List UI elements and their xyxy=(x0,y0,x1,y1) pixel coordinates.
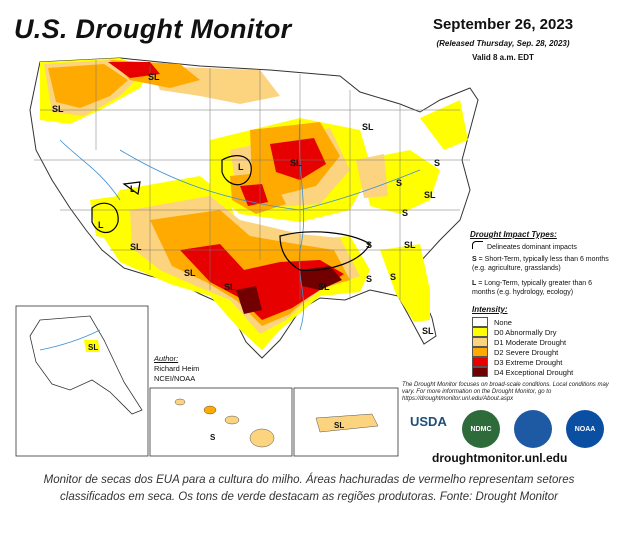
pr-inset-frame xyxy=(293,387,399,457)
intensity-row: D1 Moderate Drought xyxy=(472,337,566,347)
author-org: NCEI/NOAA xyxy=(154,374,196,383)
hawaii-inset-frame xyxy=(149,387,293,457)
hawaii-island xyxy=(174,398,186,406)
label-sl-mi: SL xyxy=(362,122,374,132)
author-name: Richard Heim xyxy=(154,364,200,373)
author-heading: Author: xyxy=(154,354,179,363)
impact-dominant-text: Delineates dominant impacts xyxy=(487,244,577,251)
intensity-label: None xyxy=(494,317,512,327)
impact-boundary xyxy=(279,231,371,271)
intensity-swatch xyxy=(472,367,488,377)
alaska-d0 xyxy=(84,340,100,352)
hawaii-island xyxy=(203,405,217,415)
label-s-ky: S xyxy=(402,208,408,218)
d0-area xyxy=(380,244,430,322)
impact-boundary xyxy=(221,155,252,186)
impact-types-heading: Drought Impact Types: xyxy=(470,230,557,239)
intensity-swatch xyxy=(472,327,488,337)
label-sl-nm: SL xyxy=(130,242,142,252)
alaska-shape xyxy=(29,315,143,415)
label-sl-ny: SL xyxy=(424,190,436,200)
intensity-swatch xyxy=(472,357,488,367)
label-sl-va: SL xyxy=(404,240,416,250)
state-boundaries xyxy=(34,60,470,300)
label-sl-fl: SL xyxy=(422,326,434,336)
intensity-swatch xyxy=(472,317,488,327)
d3-area xyxy=(270,138,326,180)
intensity-row: D2 Severe Drought xyxy=(472,347,558,357)
d3-area xyxy=(108,62,160,78)
usda-logo: USDA xyxy=(410,414,447,429)
intensity-heading: Intensity: xyxy=(472,305,508,314)
d3-area xyxy=(180,244,344,320)
dominant-line-icon xyxy=(472,241,483,249)
intensity-label: D4 Exceptional Drought xyxy=(494,367,574,377)
long-term-symbol: L xyxy=(472,280,477,287)
intensity-label: D1 Moderate Drought xyxy=(494,337,567,347)
label-sl-or: SL xyxy=(52,104,64,114)
river xyxy=(59,139,121,201)
short-term-text: = Short-Term, typically less than 6 mont… xyxy=(472,256,609,272)
river xyxy=(119,149,301,211)
intensity-row: D3 Extreme Drought xyxy=(472,357,562,367)
label-s-la: S xyxy=(366,274,372,284)
label-l-ut: L xyxy=(130,184,136,194)
valid-time: Valid 8 a.m. EDT xyxy=(472,53,534,62)
label-sl-ms: SL xyxy=(318,282,330,292)
impact-short-row: S = Short-Term, typically less than 6 mo… xyxy=(472,255,612,273)
intensity-row: None xyxy=(472,317,512,327)
ndmc-logo: NDMC xyxy=(462,410,500,448)
website-url: droughtmonitor.unl.edu xyxy=(432,451,568,465)
label-sl-tx: SL xyxy=(224,282,236,292)
pr-shape xyxy=(315,413,379,433)
short-term-symbol: S xyxy=(472,256,477,263)
label-sl-pnw: SL xyxy=(148,72,160,82)
label-s-oh: S xyxy=(396,178,402,188)
d2-area xyxy=(48,64,128,108)
impact-dominant-row: Delineates dominant impacts xyxy=(472,241,612,252)
river xyxy=(299,169,421,211)
figure-caption: Monitor de secas dos EUA para a cultura … xyxy=(43,474,575,503)
intensity-swatch xyxy=(472,347,488,357)
map-title: U.S. Drought Monitor xyxy=(14,14,292,44)
long-term-text: = Long-Term, typically greater than 6 mo… xyxy=(472,280,593,296)
impact-boundary xyxy=(91,202,119,234)
label-s-ga: S xyxy=(390,272,396,282)
hawaii-island xyxy=(249,428,275,448)
alaska-river xyxy=(39,329,101,351)
map-date: September 26, 2023 xyxy=(432,16,574,33)
intensity-label: D0 Abnormally Dry xyxy=(494,327,557,337)
intensity-row: D4 Exceptional Drought xyxy=(472,367,573,377)
intensity-label: D2 Severe Drought xyxy=(494,347,559,357)
intensity-swatch xyxy=(472,337,488,347)
label-l-wi: L xyxy=(238,162,244,172)
impact-long-row: L = Long-Term, typically greater than 6 … xyxy=(472,279,612,297)
alaska-inset-frame xyxy=(15,305,149,457)
d4-area xyxy=(236,286,262,314)
label-s-pa: S xyxy=(434,158,440,168)
release-date: (Released Thursday, Sep. 28, 2023) xyxy=(436,39,570,48)
noaa-logo: NOAA xyxy=(566,410,604,448)
label-sl-ak: SL xyxy=(88,343,98,352)
author-block: Author: Richard Heim NCEI/NOAA xyxy=(154,354,199,384)
hawaii-island xyxy=(224,415,240,425)
commerce-seal-icon xyxy=(514,410,552,448)
d3-area xyxy=(240,184,268,206)
d1-area xyxy=(356,154,388,198)
intensity-row: D0 Abnormally Dry xyxy=(472,327,557,337)
ndmc-logo-text: NDMC xyxy=(470,425,492,433)
noaa-logo-text: NOAA xyxy=(574,425,596,433)
label-sl-ia: SL xyxy=(290,158,302,168)
label-s-hi: S xyxy=(210,433,216,442)
d4-area xyxy=(300,266,342,290)
label-s-al: S xyxy=(366,240,372,250)
label-sl-pr: SL xyxy=(334,421,344,430)
impact-boundary xyxy=(122,181,141,196)
intensity-label: D3 Extreme Drought xyxy=(494,357,563,367)
label-sl-ok: SL xyxy=(184,268,196,278)
drought-map: SL SL SL SL L L L SL SL SL SL S S S SL S… xyxy=(15,57,479,457)
disclaimer-note: The Drought Monitor focuses on broad-sca… xyxy=(402,382,609,402)
d0-area xyxy=(420,100,468,150)
label-l-az: L xyxy=(98,220,104,230)
